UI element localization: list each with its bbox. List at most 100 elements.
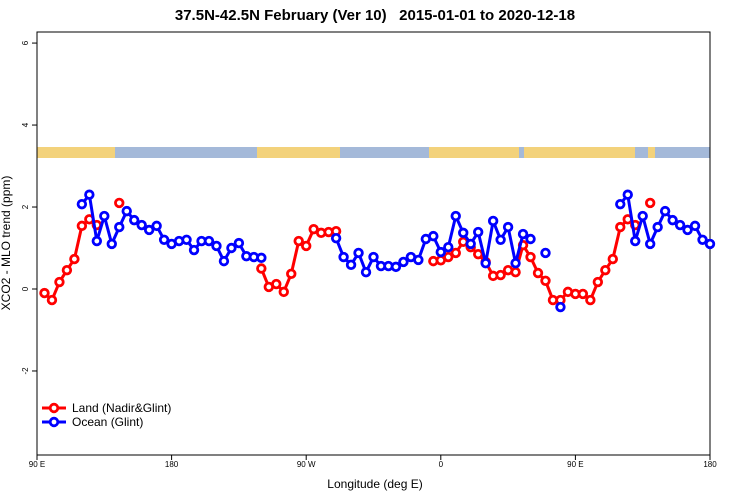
point — [510, 257, 521, 269]
point — [330, 232, 342, 244]
x-tick-label: 0 — [439, 460, 444, 469]
point — [607, 253, 618, 265]
point — [495, 234, 506, 246]
land-band — [648, 147, 655, 158]
y-tick-label: 0 — [21, 286, 30, 291]
point — [218, 255, 230, 267]
point — [615, 221, 626, 233]
point — [443, 251, 454, 263]
point — [644, 238, 656, 250]
point — [345, 259, 357, 271]
x-tick-label: 180 — [165, 460, 179, 469]
point — [458, 227, 469, 239]
legend-marker — [48, 402, 60, 414]
land-band — [524, 147, 635, 158]
y-axis-label: XCO2 - MLO trend (ppm) — [0, 176, 13, 311]
land-band — [257, 147, 340, 158]
point — [121, 205, 132, 217]
point — [301, 240, 312, 252]
point — [644, 197, 656, 209]
point — [525, 251, 536, 263]
point — [398, 256, 409, 268]
point — [143, 224, 155, 236]
point — [129, 214, 140, 226]
point — [353, 247, 364, 259]
point — [203, 235, 215, 247]
point — [390, 261, 402, 273]
y-tick-label: 4 — [21, 122, 30, 127]
point — [428, 230, 439, 242]
point — [188, 244, 200, 256]
point — [256, 252, 267, 264]
point — [697, 234, 708, 246]
point — [69, 253, 80, 265]
y-tick-label: 6 — [21, 40, 30, 45]
point — [360, 266, 372, 278]
land-mask-strip — [37, 147, 710, 158]
point — [525, 233, 536, 245]
land-band — [429, 147, 519, 158]
point — [487, 215, 499, 227]
point — [99, 210, 110, 222]
point — [256, 263, 267, 274]
point — [76, 198, 88, 210]
point — [517, 228, 529, 240]
ocean-band — [37, 147, 710, 158]
point — [450, 247, 461, 259]
legend-label: Land (Nadir&Glint) — [72, 401, 171, 415]
point — [510, 266, 521, 278]
legend-label: Ocean (Glint) — [72, 415, 143, 429]
point — [368, 251, 379, 263]
point — [472, 248, 484, 260]
point — [46, 294, 58, 306]
x-axis-label: Longitude (deg E) — [327, 477, 422, 491]
point — [338, 251, 349, 263]
point — [585, 294, 596, 306]
point — [600, 264, 611, 276]
x-tick-label: 90 E — [567, 460, 583, 469]
point — [293, 235, 304, 247]
land-band — [37, 147, 115, 158]
point — [637, 210, 648, 222]
point — [667, 214, 678, 226]
point — [435, 246, 446, 258]
point — [158, 234, 170, 246]
point — [495, 269, 506, 281]
point — [54, 276, 65, 288]
point — [577, 288, 589, 300]
point — [630, 235, 641, 247]
point — [151, 220, 162, 232]
point — [181, 234, 192, 246]
point — [532, 267, 544, 279]
point — [540, 275, 551, 286]
chart-title: 37.5N-42.5N February (Ver 10) 2015-01-01… — [175, 7, 575, 24]
point — [308, 223, 319, 235]
point — [465, 238, 476, 250]
point — [659, 205, 671, 217]
point — [271, 278, 282, 290]
x-tick-label: 90 E — [29, 460, 45, 469]
plot-box — [36, 31, 711, 456]
point — [226, 242, 237, 254]
point — [39, 287, 50, 299]
point — [472, 226, 484, 238]
x-tick-label: 180 — [703, 460, 717, 469]
point — [592, 276, 604, 288]
point — [540, 247, 551, 259]
point — [211, 240, 222, 252]
point — [555, 301, 566, 313]
point — [114, 221, 125, 233]
point — [76, 220, 88, 232]
point — [136, 219, 147, 231]
point — [674, 219, 686, 231]
point — [622, 189, 633, 200]
x-tick-label: 90 W — [297, 460, 316, 469]
point — [704, 238, 716, 250]
point — [278, 286, 289, 298]
point — [480, 257, 491, 269]
point — [443, 241, 454, 253]
point — [233, 237, 245, 249]
point — [450, 210, 461, 222]
point — [689, 220, 701, 232]
